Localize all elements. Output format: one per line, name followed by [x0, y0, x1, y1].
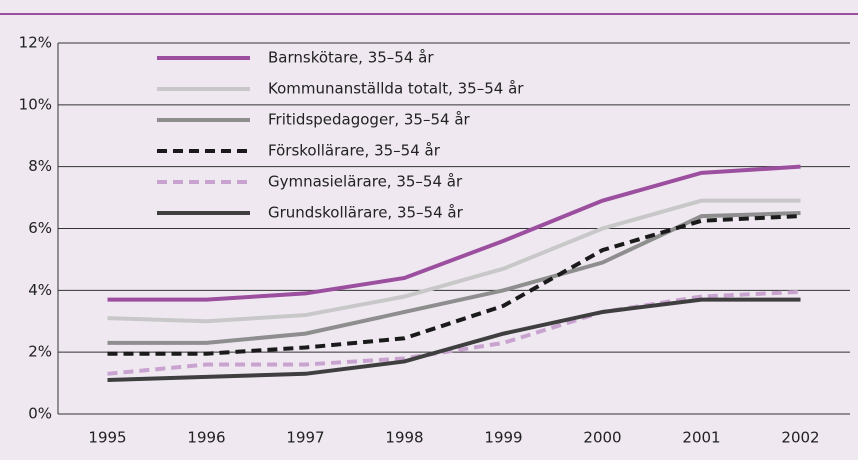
y-tick-label: 8% — [28, 157, 52, 175]
legend-label: Förskollärare, 35–54 år — [268, 142, 441, 160]
x-tick-label: 1997 — [286, 429, 324, 447]
series-line — [107, 164, 801, 302]
y-tick-label: 0% — [28, 405, 52, 423]
series-line — [107, 214, 801, 356]
series-line — [107, 289, 801, 376]
y-tick-label: 12% — [19, 34, 52, 52]
x-tick-label: 2000 — [583, 429, 621, 447]
x-tick-label: 1996 — [187, 429, 225, 447]
y-tick-label: 4% — [28, 281, 52, 299]
x-tick-label: 1999 — [484, 429, 522, 447]
series-line — [107, 297, 801, 382]
legend-label: Fritidspedagoger, 35–54 år — [268, 111, 471, 129]
x-tick-label: 1995 — [88, 429, 126, 447]
legend-label: Kommunanställda totalt, 35–54 år — [268, 80, 524, 98]
y-tick-label: 2% — [28, 343, 52, 361]
legend-label: Gymnasielärare, 35–54 år — [268, 173, 463, 191]
x-tick-label: 1998 — [385, 429, 423, 447]
x-tick-label: 2002 — [781, 429, 819, 447]
y-tick-label: 10% — [19, 95, 52, 113]
legend-label: Grundskollärare, 35–54 år — [268, 204, 464, 222]
y-tick-label: 6% — [28, 219, 52, 237]
legend-label: Barnskötare, 35–54 år — [268, 49, 434, 67]
series-line — [107, 198, 801, 324]
x-tick-label: 2001 — [682, 429, 720, 447]
